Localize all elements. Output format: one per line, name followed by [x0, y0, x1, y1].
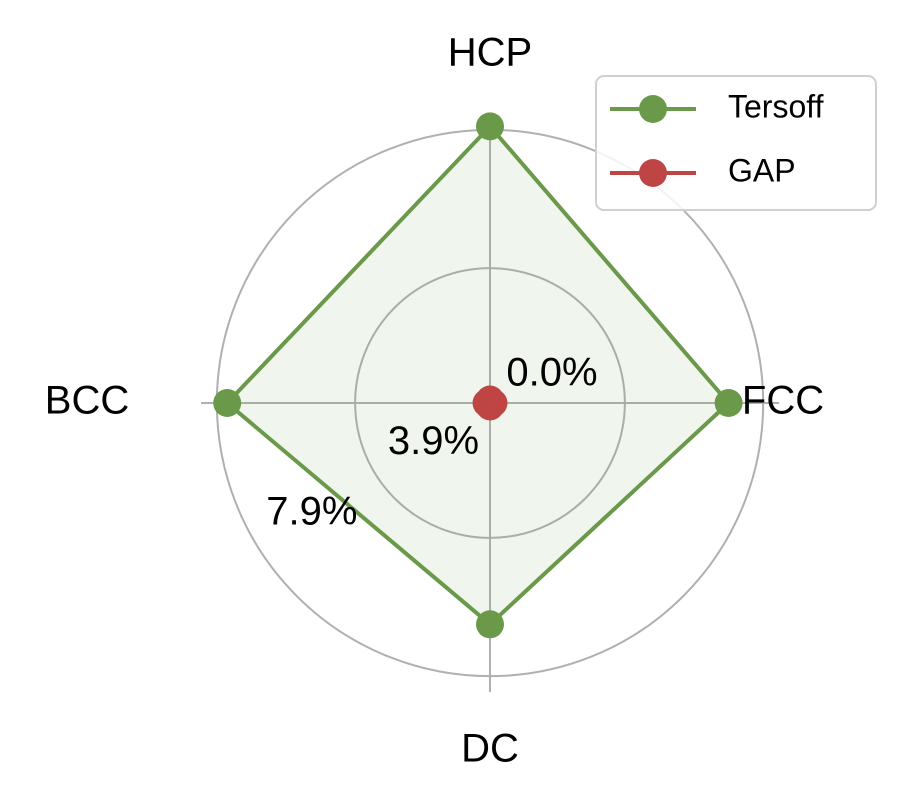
category-label: FCC	[742, 379, 824, 423]
legend-label: Tersoff	[728, 88, 824, 124]
category-label: HCP	[448, 31, 532, 75]
series-point	[476, 392, 504, 421]
series-point	[213, 389, 242, 417]
legend-marker	[639, 159, 667, 187]
r-tick-label: 7.9%	[266, 490, 357, 534]
series-point	[476, 112, 504, 141]
legend-marker	[639, 95, 667, 123]
series-point	[476, 610, 504, 639]
r-tick-label: 3.9%	[388, 419, 479, 463]
r-tick-label: 0.0%	[506, 351, 597, 395]
series-point	[714, 389, 743, 417]
legend-label: GAP	[728, 152, 796, 188]
category-label: BCC	[45, 379, 129, 423]
category-label: DC	[461, 727, 519, 771]
